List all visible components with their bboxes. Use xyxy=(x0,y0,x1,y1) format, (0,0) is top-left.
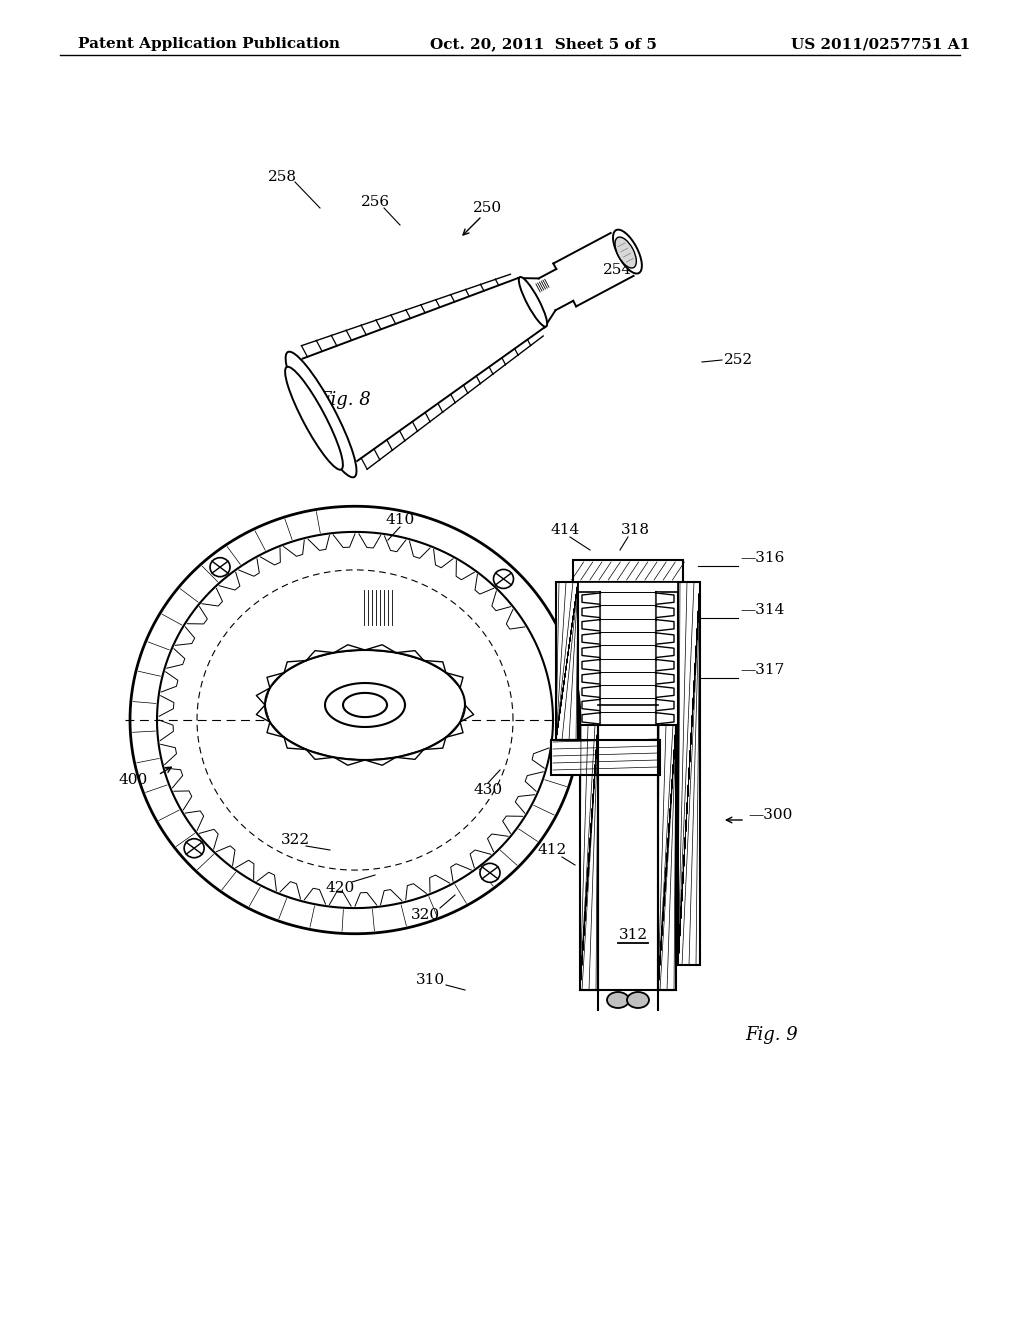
Text: 412: 412 xyxy=(538,843,566,857)
Polygon shape xyxy=(265,649,465,760)
Text: 320: 320 xyxy=(411,908,439,921)
Bar xyxy=(556,582,578,741)
Text: 420: 420 xyxy=(326,880,354,895)
Ellipse shape xyxy=(286,351,356,478)
Text: Patent Application Publication: Patent Application Publication xyxy=(78,37,340,51)
Text: 252: 252 xyxy=(724,352,753,367)
Polygon shape xyxy=(582,686,600,697)
Polygon shape xyxy=(582,632,600,644)
Ellipse shape xyxy=(210,557,230,577)
Bar xyxy=(678,582,700,965)
Polygon shape xyxy=(582,660,600,671)
Polygon shape xyxy=(656,593,674,605)
Text: 310: 310 xyxy=(416,973,444,987)
Text: US 2011/0257751 A1: US 2011/0257751 A1 xyxy=(791,37,970,51)
Polygon shape xyxy=(582,713,600,723)
Polygon shape xyxy=(656,660,674,671)
Polygon shape xyxy=(582,593,600,605)
Polygon shape xyxy=(656,713,674,723)
Polygon shape xyxy=(656,686,674,697)
Ellipse shape xyxy=(480,863,500,882)
Ellipse shape xyxy=(184,838,204,858)
Ellipse shape xyxy=(607,993,629,1008)
Text: —300: —300 xyxy=(748,808,793,822)
Text: 254: 254 xyxy=(603,263,633,277)
Bar xyxy=(658,725,676,990)
Polygon shape xyxy=(582,606,600,618)
Text: Oct. 20, 2011  Sheet 5 of 5: Oct. 20, 2011 Sheet 5 of 5 xyxy=(430,37,656,51)
Polygon shape xyxy=(656,606,674,618)
Polygon shape xyxy=(656,632,674,644)
Text: 258: 258 xyxy=(267,170,297,183)
Bar xyxy=(580,725,598,990)
Text: 250: 250 xyxy=(473,201,503,215)
Text: Fig. 9: Fig. 9 xyxy=(745,1026,798,1044)
Polygon shape xyxy=(656,673,674,684)
Text: —314: —314 xyxy=(740,603,784,616)
Ellipse shape xyxy=(615,238,636,268)
Ellipse shape xyxy=(519,277,547,327)
Polygon shape xyxy=(582,700,600,710)
Text: 400: 400 xyxy=(119,774,148,787)
Text: Fig. 8: Fig. 8 xyxy=(318,391,372,409)
Polygon shape xyxy=(553,232,634,306)
Text: 318: 318 xyxy=(621,523,649,537)
Polygon shape xyxy=(343,693,387,717)
Text: 410: 410 xyxy=(385,513,415,527)
Polygon shape xyxy=(582,619,600,631)
Text: 430: 430 xyxy=(473,783,503,797)
Polygon shape xyxy=(656,619,674,631)
Polygon shape xyxy=(656,647,674,657)
Bar xyxy=(578,582,678,591)
Ellipse shape xyxy=(285,367,343,470)
Bar xyxy=(551,741,660,775)
Ellipse shape xyxy=(627,993,649,1008)
Polygon shape xyxy=(303,279,545,461)
Text: 256: 256 xyxy=(360,195,389,209)
Bar xyxy=(600,587,656,730)
Text: 312: 312 xyxy=(618,928,647,942)
Bar xyxy=(573,560,683,582)
Text: 414: 414 xyxy=(550,523,580,537)
Ellipse shape xyxy=(613,230,642,273)
Ellipse shape xyxy=(494,569,513,589)
Text: 322: 322 xyxy=(281,833,309,847)
Polygon shape xyxy=(656,700,674,710)
Polygon shape xyxy=(582,673,600,684)
Text: —316: —316 xyxy=(740,550,784,565)
Polygon shape xyxy=(582,647,600,657)
Text: —317: —317 xyxy=(740,663,784,677)
Polygon shape xyxy=(130,507,580,933)
Polygon shape xyxy=(325,682,406,727)
